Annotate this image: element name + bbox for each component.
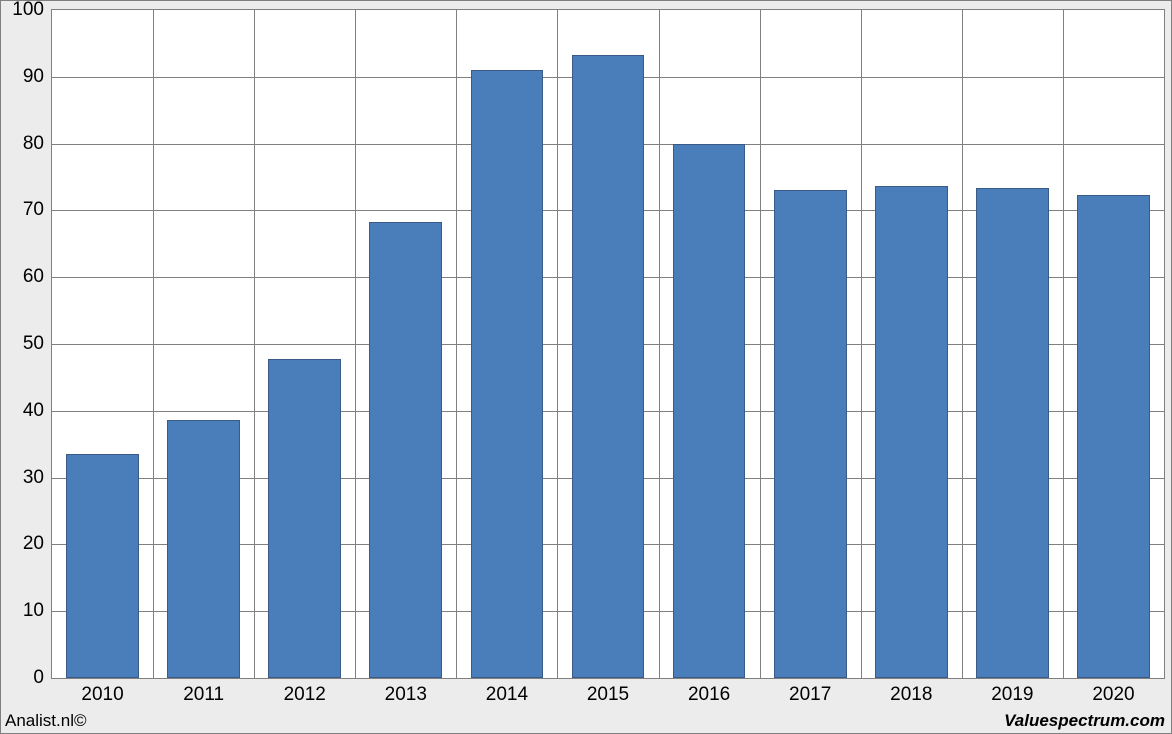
gridline-v	[153, 10, 154, 678]
footer-left: Analist.nl©	[5, 711, 87, 731]
gridline-v	[456, 10, 457, 678]
y-tick-label: 100	[12, 0, 52, 21]
x-tick-label: 2010	[81, 678, 123, 706]
gridline-v	[355, 10, 356, 678]
gridline-v	[962, 10, 963, 678]
y-tick-label: 70	[23, 199, 52, 221]
bar	[976, 188, 1049, 678]
bar	[369, 222, 442, 678]
bar	[673, 144, 746, 678]
x-tick-label: 2017	[789, 678, 831, 706]
gridline-v	[1063, 10, 1064, 678]
x-tick-label: 2018	[890, 678, 932, 706]
gridline-v	[659, 10, 660, 678]
bar	[1077, 195, 1150, 678]
bar	[167, 420, 240, 678]
x-tick-label: 2015	[587, 678, 629, 706]
x-tick-label: 2012	[284, 678, 326, 706]
y-tick-label: 90	[23, 66, 52, 88]
x-tick-label: 2019	[991, 678, 1033, 706]
bar	[471, 70, 544, 678]
y-tick-label: 0	[33, 667, 52, 689]
chart-frame: 0 10 20 30 40 50 60 70 80 90 100 2010 2011 2012 2013 20…	[0, 0, 1172, 734]
x-tick-label: 2016	[688, 678, 730, 706]
y-tick-label: 20	[23, 533, 52, 555]
x-tick-label: 2011	[183, 678, 224, 706]
x-tick-label: 2014	[486, 678, 528, 706]
bar	[774, 190, 847, 678]
plot-area: 0102030405060708090100201020112012201320…	[51, 9, 1165, 679]
bar	[268, 359, 341, 678]
y-tick-label: 40	[23, 400, 52, 422]
y-tick-label: 80	[23, 133, 52, 155]
gridline-v	[760, 10, 761, 678]
gridline-v	[861, 10, 862, 678]
y-tick-label: 10	[23, 600, 52, 622]
gridline-v	[254, 10, 255, 678]
x-tick-label: 2020	[1092, 678, 1134, 706]
y-tick-label: 60	[23, 266, 52, 288]
y-tick-label: 50	[23, 333, 52, 355]
bar	[875, 186, 948, 678]
bar	[572, 55, 645, 678]
bar	[66, 454, 139, 678]
x-tick-label: 2013	[385, 678, 427, 706]
footer-right: Valuespectrum.com	[1004, 711, 1165, 731]
y-tick-label: 30	[23, 467, 52, 489]
gridline-v	[557, 10, 558, 678]
